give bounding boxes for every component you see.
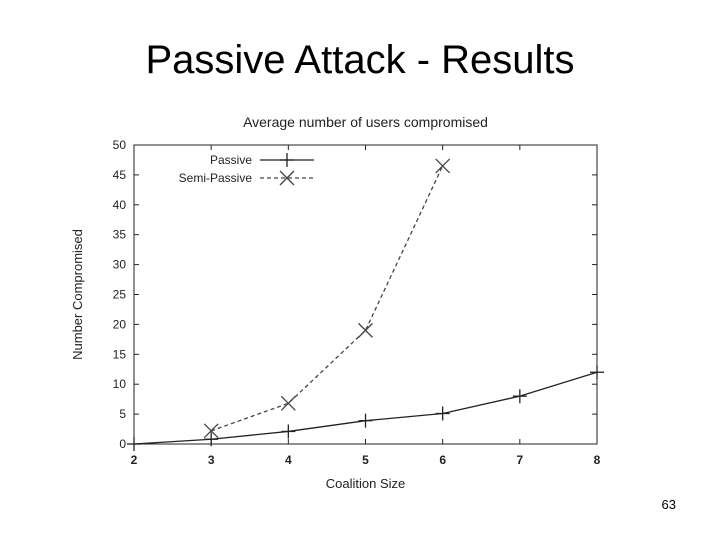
y-tick-label: 20 (113, 317, 127, 331)
chart-title: Average number of users compromised (243, 114, 488, 130)
data-point-1 (203, 423, 219, 439)
y-tick-label: 35 (113, 228, 127, 242)
y-tick-label: 25 (113, 288, 127, 302)
x-tick-label: 5 (362, 453, 369, 467)
slide-title: Passive Attack - Results (145, 38, 575, 82)
y-tick-label: 30 (113, 258, 127, 272)
y-tick-label: 45 (113, 168, 127, 182)
legend-label: Passive (210, 153, 252, 167)
x-axis-label: Coalition Size (326, 476, 406, 491)
data-point-1 (435, 158, 451, 174)
series-line-1 (210, 165, 444, 432)
y-tick-label: 40 (113, 198, 127, 212)
x-tick-label: 2 (131, 453, 138, 467)
x-tick-label: 6 (439, 453, 446, 467)
legend-marker (279, 170, 295, 186)
y-tick-label: 15 (113, 347, 127, 361)
x-tick-label: 8 (594, 453, 601, 467)
y-tick-label: 10 (113, 377, 127, 391)
y-tick-label: 50 (113, 138, 127, 152)
y-tick-label: 0 (119, 437, 126, 451)
x-tick-label: 3 (208, 453, 215, 467)
x-tick-label: 4 (285, 453, 292, 467)
series-line-0 (133, 371, 598, 445)
y-axis-label: Number Compromised (70, 229, 85, 360)
data-point-1 (358, 322, 373, 338)
page-number: 63 (661, 497, 676, 512)
legend-label: Semi-Passive (179, 171, 253, 185)
plot-frame (133, 144, 598, 445)
data-point-1 (280, 395, 296, 411)
x-tick-label: 7 (516, 453, 523, 467)
y-tick-label: 5 (119, 407, 126, 421)
